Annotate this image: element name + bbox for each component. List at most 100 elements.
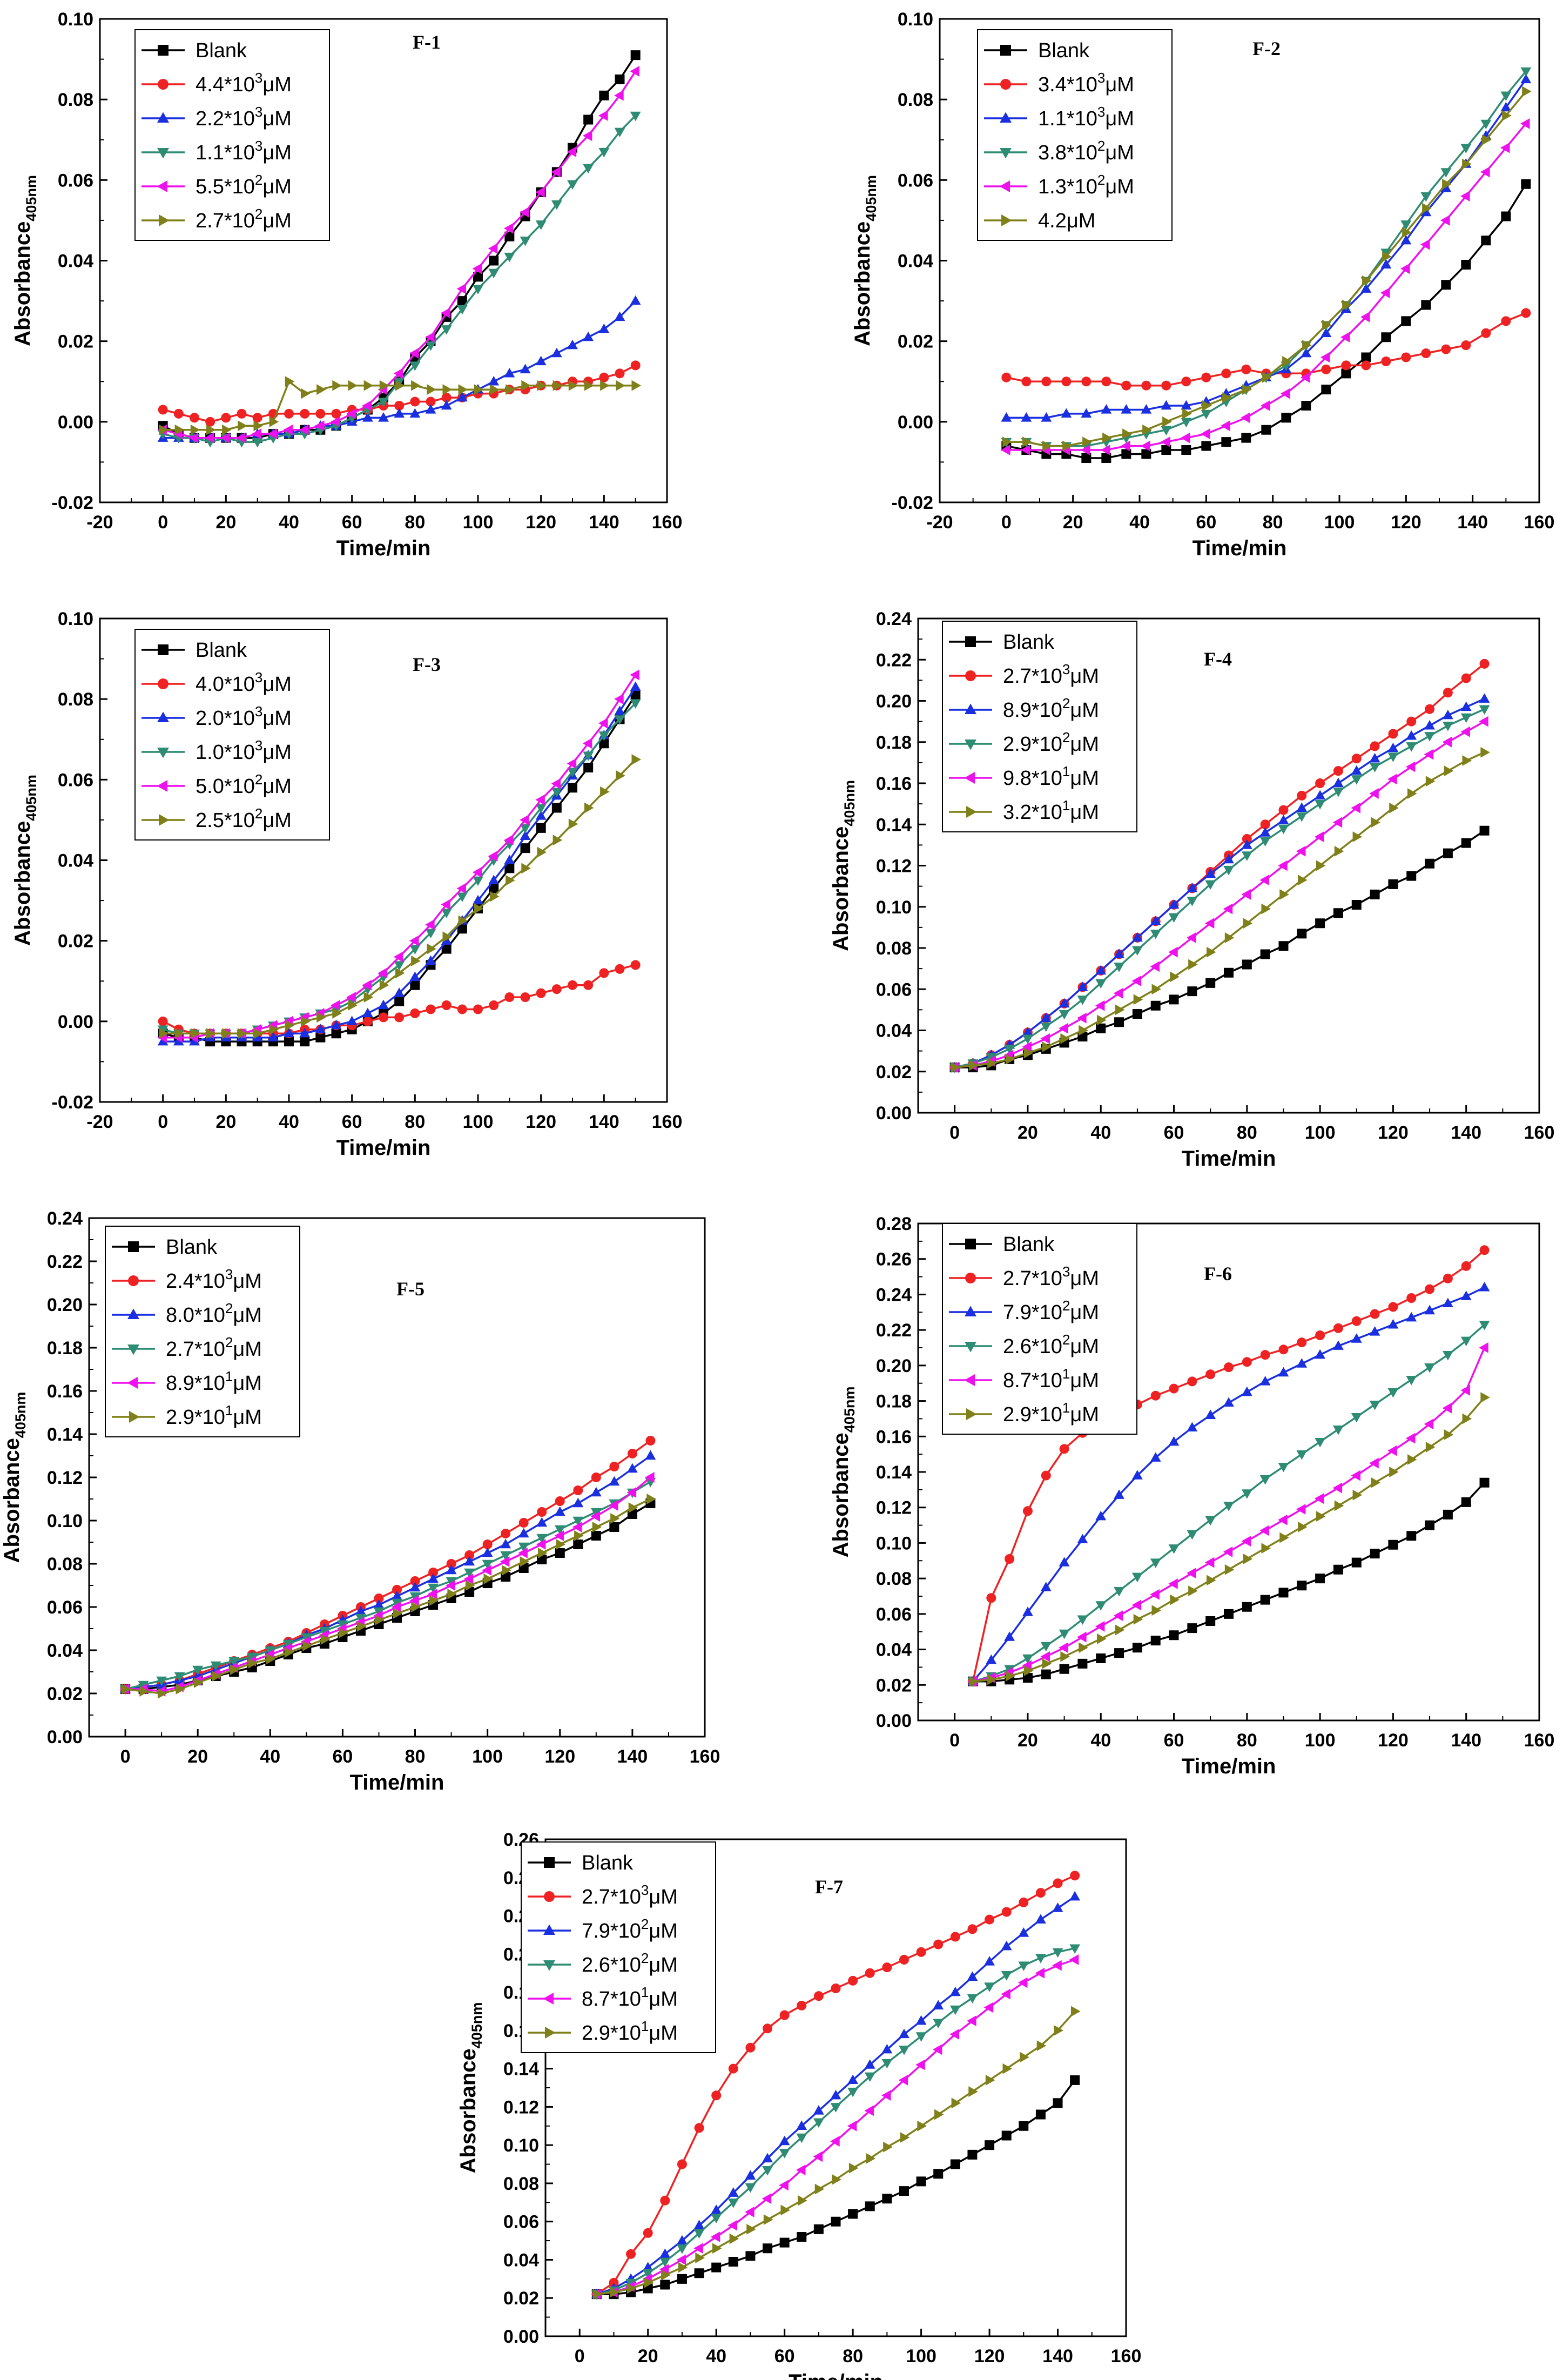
data-point	[392, 1585, 402, 1595]
data-point	[678, 2262, 688, 2273]
data-point	[1004, 1045, 1015, 1055]
chart-title: F-2	[1252, 38, 1281, 59]
x-tick-label: 40	[706, 2346, 726, 2366]
chart-title: F-5	[396, 1278, 425, 1300]
data-point	[248, 1658, 258, 1669]
legend-marker	[1000, 112, 1012, 123]
data-point	[1168, 946, 1178, 958]
data-point	[985, 2074, 995, 2086]
data-point	[1297, 1581, 1307, 1591]
data-point	[456, 892, 468, 902]
data-point	[551, 788, 562, 798]
data-point	[394, 401, 405, 411]
data-point	[488, 375, 500, 386]
data-point	[599, 738, 609, 749]
data-point	[1461, 673, 1471, 683]
data-point	[1150, 1589, 1160, 1600]
data-point	[1035, 1914, 1046, 1924]
data-point	[1059, 1557, 1070, 1567]
data-point	[409, 935, 419, 946]
data-point	[1206, 946, 1216, 958]
data-point	[967, 2015, 976, 2027]
data-point	[1187, 1376, 1197, 1387]
series-1	[591, 1871, 1080, 2300]
y-tick-label: 0.24	[47, 1208, 83, 1229]
data-point	[1278, 1367, 1289, 1377]
x-tick-label: 120	[1378, 1730, 1409, 1751]
data-point	[813, 2151, 823, 2162]
data-point	[556, 1539, 566, 1550]
data-point	[1369, 1457, 1379, 1469]
data-point	[410, 1008, 420, 1018]
data-point	[567, 768, 578, 777]
data-point	[1425, 858, 1435, 869]
data-point	[1333, 788, 1344, 797]
data-point	[1387, 774, 1397, 785]
data-point	[1333, 1564, 1343, 1575]
data-point	[488, 268, 500, 279]
data-point	[1460, 1384, 1470, 1396]
data-point	[1095, 1510, 1107, 1521]
data-point	[1080, 445, 1090, 455]
x-tick-label: 140	[617, 1746, 648, 1767]
data-point	[411, 380, 421, 391]
legend-label: 2.7*102μM	[196, 206, 292, 232]
chart-panel-3: -20 0 20 40 60 80 100 120 140 160 -0.02 0.00 0.02 0.0…	[11, 609, 682, 1160]
data-point	[1141, 449, 1151, 459]
data-point	[1259, 1376, 1271, 1386]
data-point	[1320, 352, 1330, 363]
data-point	[1081, 453, 1092, 463]
data-point	[630, 66, 639, 77]
legend-label: 3.8*102μM	[1038, 138, 1134, 164]
data-point	[1382, 251, 1392, 262]
data-point	[1223, 903, 1233, 915]
legend-marker	[1000, 79, 1011, 90]
legend-label: Blank	[1003, 1233, 1055, 1256]
data-point	[1161, 445, 1171, 455]
y-axis-label: Absorbance405nm	[829, 780, 858, 951]
series-4	[967, 1342, 1488, 1687]
y-tick-label: 0.10	[876, 1533, 912, 1554]
x-tick-label: 100	[472, 1746, 503, 1767]
data-point	[1461, 838, 1471, 848]
data-point	[1480, 119, 1492, 130]
data-point	[797, 2000, 807, 2011]
data-point	[238, 1028, 247, 1039]
data-point	[362, 1007, 373, 1018]
y-tick-label: 0.20	[47, 1295, 83, 1315]
data-point	[159, 424, 169, 435]
data-point	[1297, 790, 1307, 801]
data-point	[616, 380, 625, 391]
y-tick-label: 0.04	[503, 2250, 539, 2270]
legend-label: Blank	[166, 1236, 218, 1259]
data-point	[1077, 996, 1088, 1005]
data-point	[1462, 158, 1472, 170]
x-tick-label: 40	[1090, 1122, 1111, 1143]
series-5	[1002, 86, 1532, 452]
data-point	[138, 1680, 149, 1691]
data-point	[967, 1994, 978, 2004]
series-3	[591, 1944, 1081, 2300]
data-point	[590, 1487, 602, 1497]
data-point	[331, 1028, 341, 1039]
series-5	[159, 376, 642, 435]
data-point	[482, 1559, 493, 1570]
x-tick-label: 20	[215, 512, 236, 533]
data-point	[1022, 1034, 1033, 1045]
data-point	[1333, 777, 1344, 788]
data-point	[320, 1634, 331, 1645]
data-point	[1170, 971, 1180, 983]
data-point	[1036, 2040, 1047, 2052]
y-tick-label: -0.02	[52, 493, 94, 513]
legend-marker	[157, 180, 167, 192]
y-tick-label: -0.02	[52, 1092, 94, 1113]
data-point	[1424, 1418, 1434, 1430]
data-point	[375, 1615, 385, 1625]
data-point	[1151, 1605, 1162, 1616]
data-point	[427, 943, 436, 954]
data-point	[900, 2132, 910, 2143]
data-point	[676, 2254, 686, 2265]
y-tick-label: 0.20	[876, 691, 912, 712]
data-point	[1001, 1940, 1012, 1951]
